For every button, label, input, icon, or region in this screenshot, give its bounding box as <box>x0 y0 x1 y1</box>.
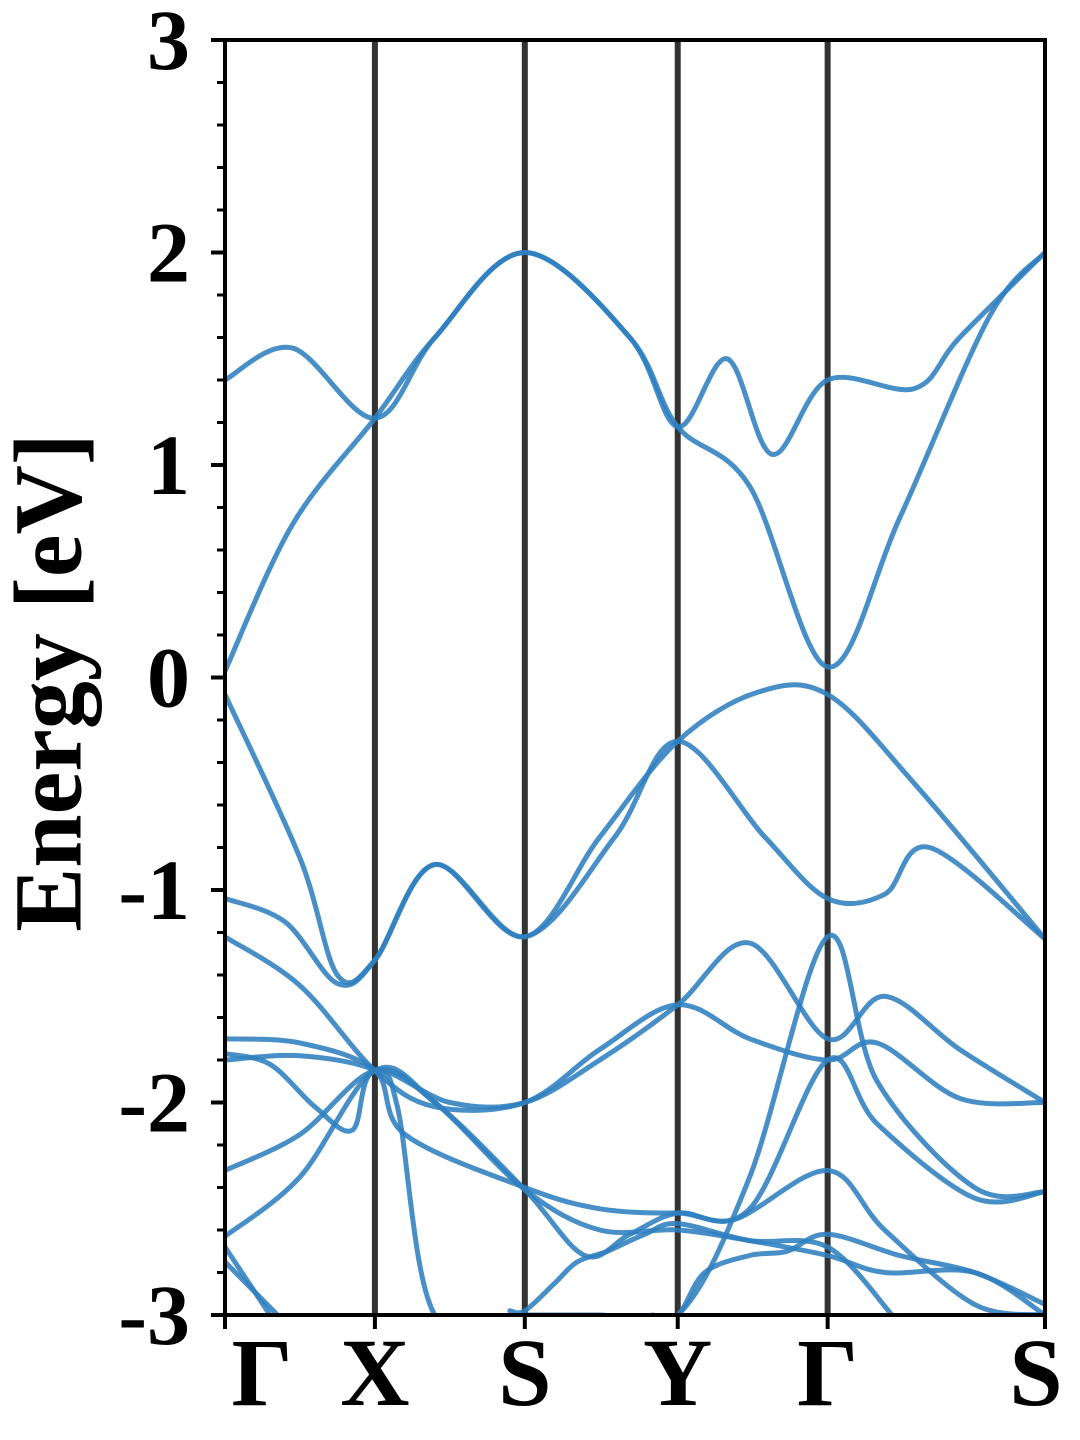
x-tick-label-3: Y <box>643 1319 712 1426</box>
band-line-2 <box>225 682 1045 986</box>
band-lines <box>225 250 1045 1315</box>
x-tick-label-4: Γ <box>797 1319 858 1426</box>
y-tick-label-3: 0 <box>147 630 190 726</box>
x-tick-label-1: X <box>340 1319 409 1426</box>
x-tick-label-5: S <box>1009 1319 1062 1426</box>
high-symmetry-dividers <box>371 40 831 1315</box>
band-line-8 <box>225 1067 1045 1315</box>
band-line-7 <box>225 940 1045 1134</box>
y-tick-label-5: 2 <box>147 205 190 301</box>
band-line-0 <box>225 250 1045 670</box>
band-line-10 <box>225 1244 273 1315</box>
y-tick-label-6: 3 <box>147 0 190 88</box>
y-tick-label-1: -2 <box>118 1055 190 1151</box>
band-line-3 <box>225 738 1045 988</box>
band-line-13 <box>649 1231 1045 1315</box>
y-tick-label-0: -3 <box>118 1267 190 1363</box>
y-axis-ticks: -3 -2 -1 0 1 2 3 <box>118 0 225 1363</box>
y-tick-label-4: 1 <box>147 417 190 513</box>
band-line-1 <box>225 250 1045 674</box>
y-axis-label: Energy [eV] <box>0 433 102 932</box>
band-line-11 <box>225 1259 280 1315</box>
band-line-9 <box>225 1064 1045 1315</box>
x-tick-label-2: S <box>498 1319 551 1426</box>
band-line-6 <box>225 932 1045 1315</box>
plot-frame <box>223 38 1047 1317</box>
band-line-4 <box>225 934 1045 1113</box>
x-tick-label-0: Γ <box>231 1319 292 1426</box>
y-tick-label-2: -1 <box>118 842 190 938</box>
